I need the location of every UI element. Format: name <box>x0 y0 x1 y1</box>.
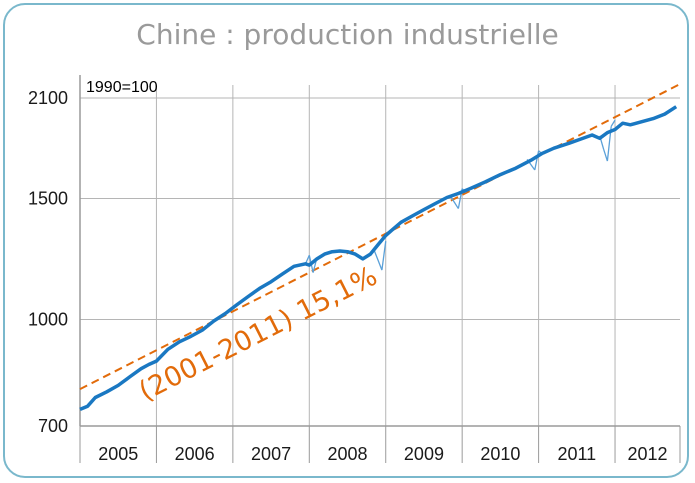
y-tick-label: 1500 <box>28 188 68 208</box>
grid-lines <box>80 85 680 427</box>
axes <box>79 75 681 463</box>
x-category-label: 2011 <box>557 444 596 464</box>
chart-frame <box>3 3 689 478</box>
series-trend-line <box>79 83 681 390</box>
trend-label: (2001-2011) 15,1% <box>134 261 382 408</box>
unit-note: 1990=100 <box>86 79 158 96</box>
series-monthly-segment <box>602 148 609 162</box>
y-tick-labels: 700 1000 1500 2100 <box>28 88 68 436</box>
x-category-label: 2009 <box>404 444 444 464</box>
x-category-label: 2008 <box>327 444 367 464</box>
series-smoothed-line <box>79 105 678 412</box>
series-monthly-segment <box>534 150 540 171</box>
series-lines <box>79 83 681 412</box>
series-monthly-segment <box>373 250 383 271</box>
x-category-label: 2005 <box>98 444 138 464</box>
y-tick-label: 700 <box>38 416 68 436</box>
x-category-label: 2012 <box>627 444 667 464</box>
x-category-label: 2007 <box>251 444 291 464</box>
y-tick-label: 1000 <box>28 310 68 330</box>
x-category-labels: 2005 2006 2007 2008 2009 2010 2011 2012 <box>98 444 667 464</box>
series-monthly-segment <box>610 119 616 127</box>
series-monthly-segment <box>450 196 459 209</box>
chart-title: Chine : production industrielle <box>136 18 559 51</box>
x-category-label: 2010 <box>480 444 520 464</box>
x-category-label: 2006 <box>175 444 215 464</box>
series-monthly-segment <box>381 241 387 271</box>
y-tick-label: 2100 <box>28 88 68 108</box>
